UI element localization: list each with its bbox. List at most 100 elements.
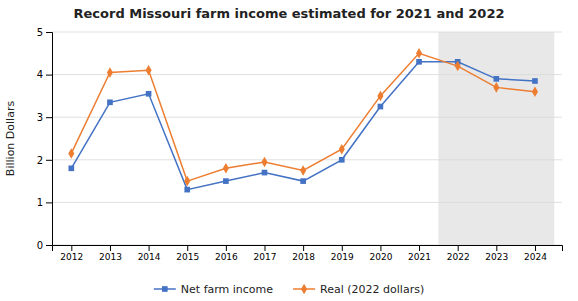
series-marker xyxy=(184,187,190,193)
shaded-band xyxy=(438,32,554,245)
legend: Net farm income Real (2022 dollars) xyxy=(154,283,424,296)
x-tick: 2023 xyxy=(485,245,508,262)
x-tick-mark xyxy=(265,245,266,251)
series-line xyxy=(71,53,535,181)
series-marker xyxy=(107,99,113,105)
y-axis: 0 1 2 3 4 5 xyxy=(37,27,53,251)
y-tick-label: 0 xyxy=(37,240,43,251)
x-tick: 2019 xyxy=(331,245,354,262)
x-tick: 2014 xyxy=(138,245,161,262)
y-tick: 2 xyxy=(37,155,52,166)
x-tick-label: 2012 xyxy=(60,252,83,262)
series-marker xyxy=(532,86,538,97)
x-tick-mark xyxy=(342,245,343,251)
series-marker xyxy=(377,91,383,102)
series-line xyxy=(71,62,535,190)
x-tick-label: 2018 xyxy=(292,252,315,262)
x-tick: 2021 xyxy=(408,245,431,262)
x-tick-label: 2013 xyxy=(99,252,122,262)
y-tick-label: 1 xyxy=(37,197,43,208)
series-marker xyxy=(416,59,422,65)
x-tick: 2024 xyxy=(524,245,547,262)
y-tick-mark xyxy=(46,245,52,246)
x-tick-mark xyxy=(110,245,111,251)
x-tick-mark xyxy=(226,245,227,251)
x-tick-mark xyxy=(187,245,188,251)
chart: 2012201320142015201620172018201920202021… xyxy=(0,0,578,301)
legend-label: Net farm income xyxy=(181,283,273,296)
x-tick: 2017 xyxy=(254,245,277,262)
plot-area xyxy=(68,32,554,245)
series-marker xyxy=(493,82,499,93)
x-tick-label: 2021 xyxy=(408,252,431,262)
series-marker xyxy=(300,178,306,184)
series-marker xyxy=(223,163,229,174)
x-tick-label: 2023 xyxy=(485,252,508,262)
x-tick-label: 2014 xyxy=(138,252,161,262)
x-tick: 2018 xyxy=(292,245,315,262)
x-tick-label: 2015 xyxy=(176,252,199,262)
x-tick: 2012 xyxy=(60,245,83,262)
legend-label: Real (2022 dollars) xyxy=(320,283,424,296)
y-tick: 4 xyxy=(37,69,52,80)
y-tick: 3 xyxy=(37,112,52,123)
x-tick-mark xyxy=(71,245,72,251)
series-marker xyxy=(107,67,113,78)
series-marker xyxy=(378,104,384,110)
y-tick: 5 xyxy=(37,27,52,38)
y-tick: 0 xyxy=(37,240,52,251)
series-marker xyxy=(339,157,345,163)
legend-item: Real (2022 dollars) xyxy=(293,283,424,296)
series-marker xyxy=(455,61,461,72)
y-tick-mark xyxy=(46,202,52,203)
x-tick: 2022 xyxy=(447,245,470,262)
y-tick-mark xyxy=(46,160,52,161)
x-tick-mark xyxy=(496,245,497,251)
grid xyxy=(52,32,562,245)
series-marker xyxy=(300,165,306,176)
series-marker xyxy=(262,170,268,176)
x-tick: 2016 xyxy=(215,245,238,262)
series-marker xyxy=(532,78,538,84)
x-tick: 2013 xyxy=(99,245,122,262)
y-axis-title: Billion Dollars xyxy=(4,101,17,177)
x-axis-line xyxy=(53,246,563,252)
x-tick-label: 2017 xyxy=(254,252,277,262)
x-tick-mark xyxy=(303,245,304,251)
x-tick-mark xyxy=(419,245,420,251)
series-marker xyxy=(416,48,422,59)
x-tick-mark xyxy=(458,245,459,251)
x-tick-label: 2020 xyxy=(369,252,392,262)
series-marker xyxy=(261,157,267,168)
y-tick-mark xyxy=(46,32,52,33)
title: Record Missouri farm income estimated fo… xyxy=(74,6,505,21)
x-tick: 2015 xyxy=(176,245,199,262)
x-tick-label: 2022 xyxy=(447,252,470,262)
series-marker xyxy=(339,144,345,155)
x-tick-label: 2016 xyxy=(215,252,238,262)
legend-marker xyxy=(162,286,168,292)
y-tick-mark xyxy=(46,75,52,76)
legend-item: Net farm income xyxy=(154,283,273,296)
series-marker xyxy=(68,148,74,159)
y-tick-label: 3 xyxy=(37,112,43,123)
series-marker xyxy=(146,91,152,97)
x-tick-label: 2024 xyxy=(524,252,547,262)
y-axis-line xyxy=(46,33,53,246)
series-marker xyxy=(223,178,229,184)
y-tick-label: 4 xyxy=(37,69,43,80)
x-tick-label: 2019 xyxy=(331,252,354,262)
x-tick-mark xyxy=(535,245,536,251)
y-tick-label: 2 xyxy=(37,155,43,166)
series-marker xyxy=(68,165,74,171)
series-marker xyxy=(184,176,190,187)
legend-marker xyxy=(301,284,307,295)
x-tick: 2020 xyxy=(369,245,392,262)
y-tick: 1 xyxy=(37,197,52,208)
y-tick-mark xyxy=(46,117,52,118)
x-axis: 2012 2013 2014 2015 2016 2017 2018 2019 2020 2021… xyxy=(53,245,563,262)
y-tick-label: 5 xyxy=(37,27,43,38)
x-tick-mark xyxy=(380,245,381,251)
series-marker xyxy=(493,76,499,82)
series-marker xyxy=(146,65,152,76)
